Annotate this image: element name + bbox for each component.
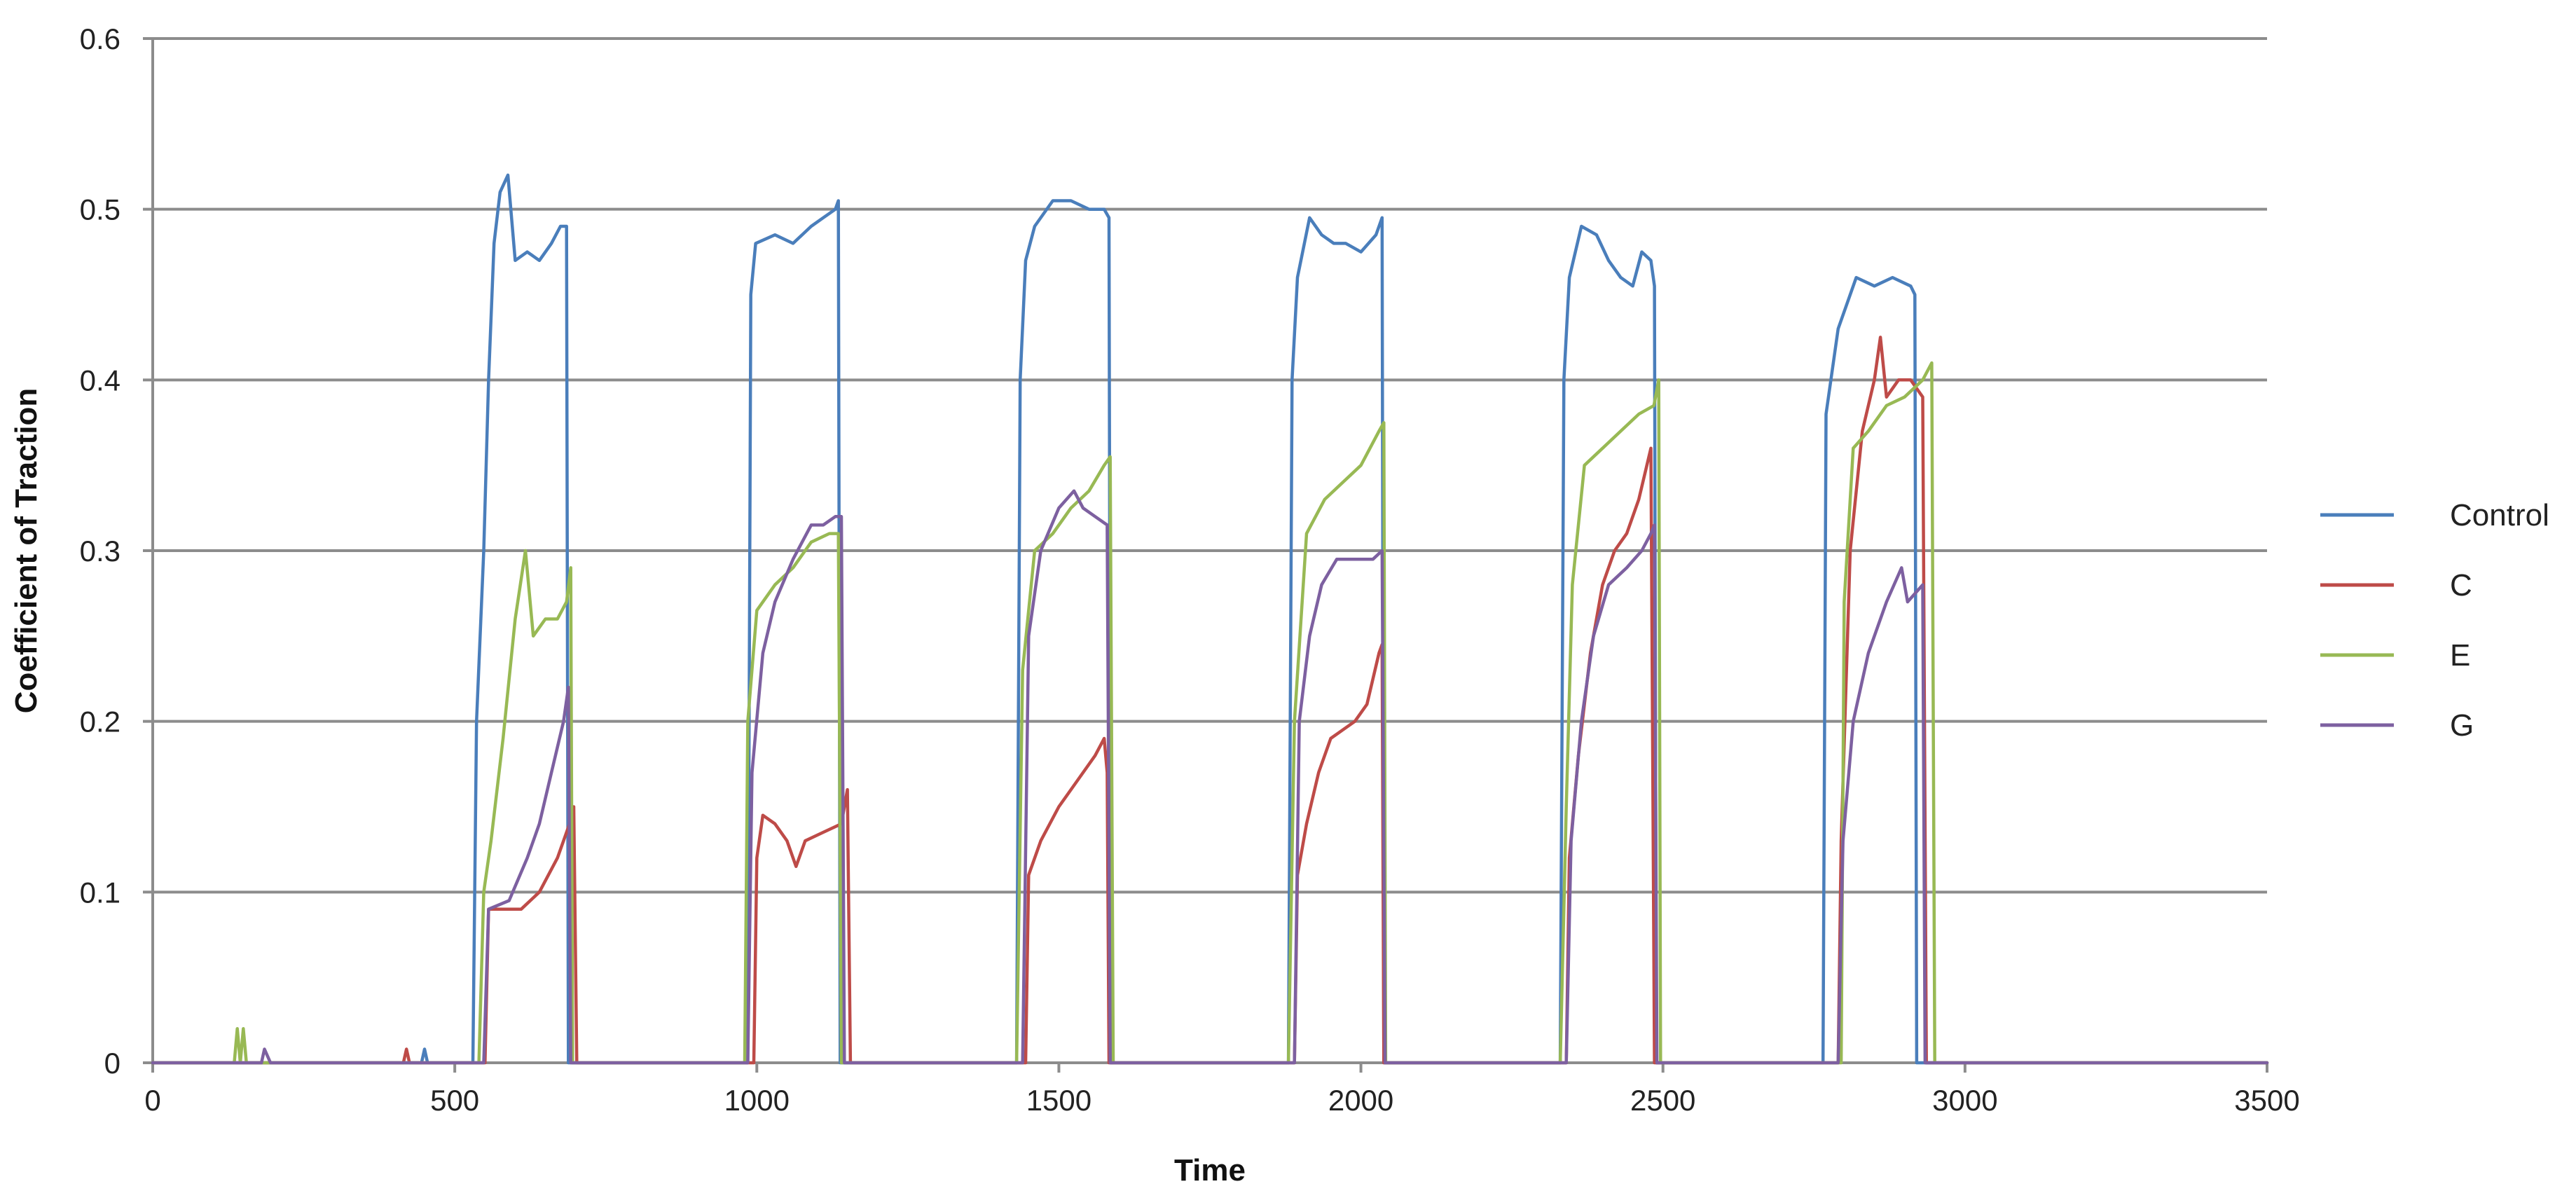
y-tick-label: 0.2 — [80, 705, 120, 738]
x-tick-label: 1000 — [724, 1084, 790, 1117]
y-tick-label: 0.6 — [80, 22, 120, 55]
gridlines — [153, 37, 2267, 894]
x-tick-label: 1500 — [1026, 1084, 1091, 1117]
legend-label-control: Control — [2450, 498, 2549, 532]
x-axis-title: Time — [1174, 1153, 1246, 1187]
x-tick-label: 2000 — [1328, 1084, 1393, 1117]
series-line-c — [151, 336, 2269, 1065]
series-lines — [151, 173, 2269, 1065]
series-line-e — [151, 361, 2269, 1065]
y-tick-label: 0.3 — [80, 535, 120, 567]
series-line-g — [151, 489, 2269, 1065]
x-tick-label: 500 — [430, 1084, 479, 1117]
legend-label-c: C — [2450, 568, 2472, 603]
x-tick-label: 0 — [144, 1084, 160, 1117]
legend: Control CEG — [2320, 498, 2549, 743]
legend-label-g: G — [2450, 708, 2474, 743]
tick-labels: 0 0.1 0.2 0.3 0.4 0.5 0.6 0 500 1000 1500 2000 2500 3… — [80, 22, 2300, 1117]
y-tick-label: 0.1 — [80, 876, 120, 909]
series-line-control — [151, 173, 2269, 1065]
x-tick-label: 3500 — [2234, 1084, 2299, 1117]
x-tick-label: 3000 — [1932, 1084, 1997, 1117]
x-tick-label: 2500 — [1630, 1084, 1695, 1117]
y-tick-label: 0.4 — [80, 364, 120, 397]
y-axis-title: Coefficient of Traction — [9, 388, 43, 713]
y-tick-label: 0.5 — [80, 193, 120, 226]
legend-label-e: E — [2450, 638, 2470, 673]
y-tick-label: 0 — [104, 1047, 120, 1080]
axes — [143, 37, 2268, 1073]
